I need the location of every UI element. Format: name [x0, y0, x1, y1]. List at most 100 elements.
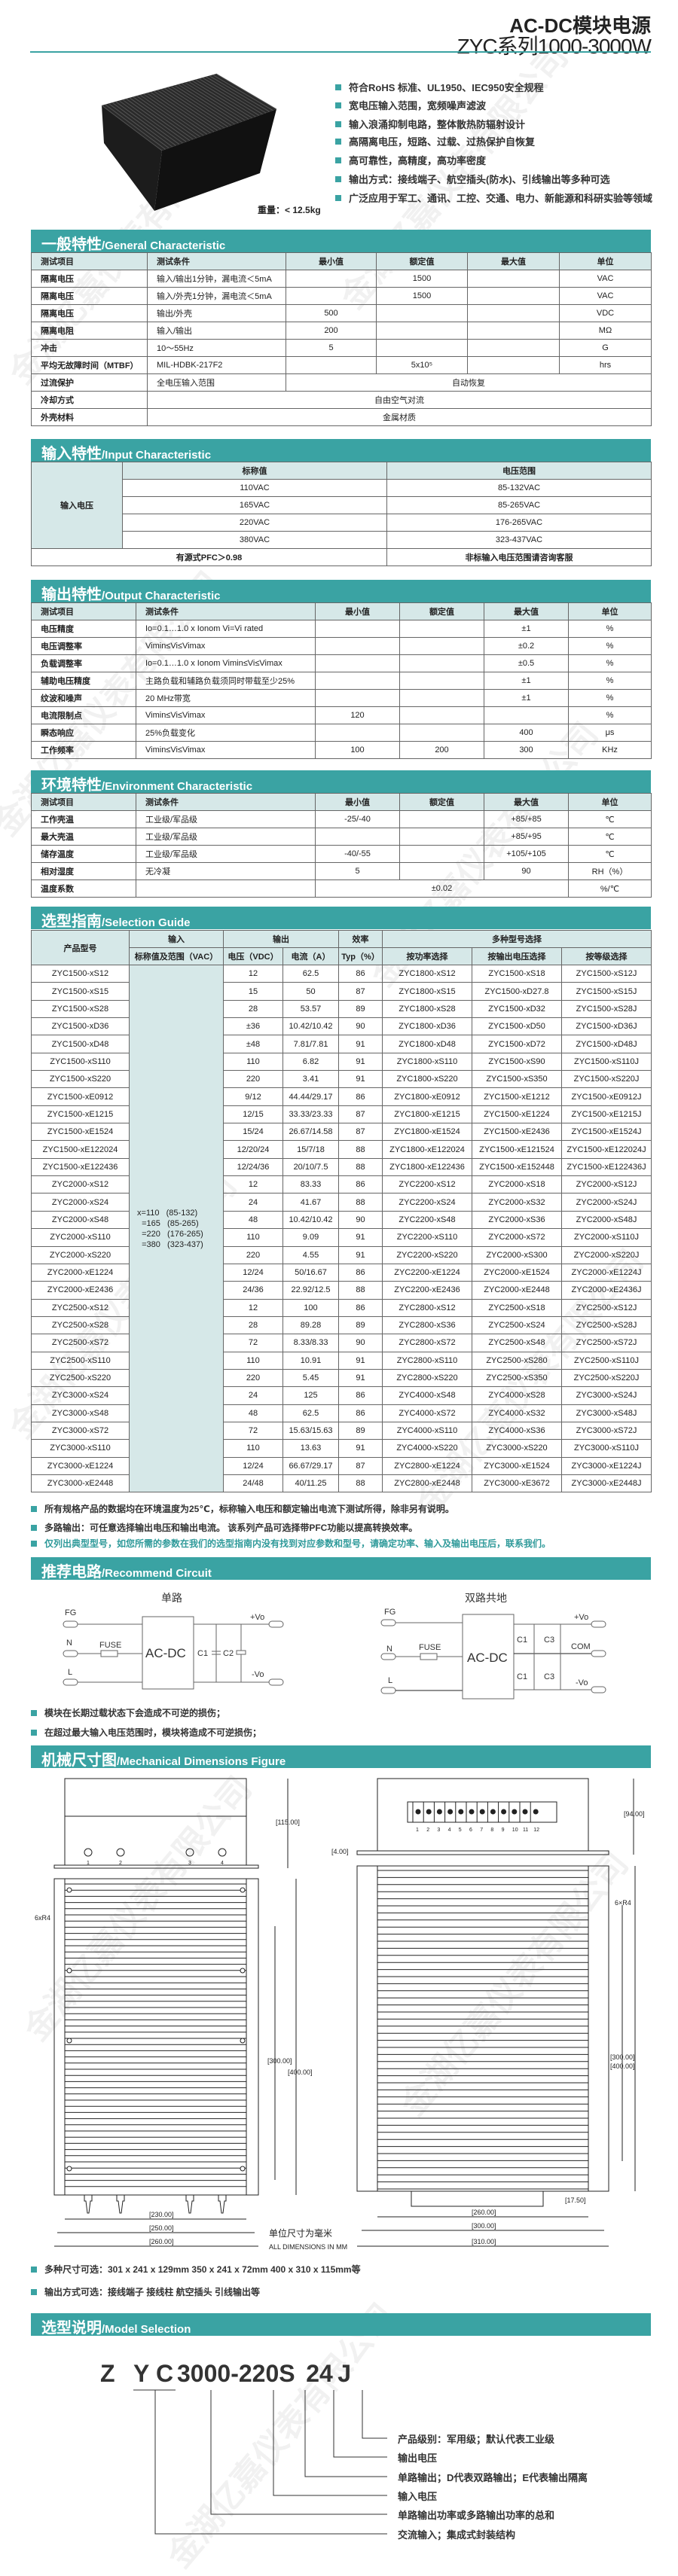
dim-plate: [4.00] [331, 1848, 349, 1855]
table-cell: % [568, 672, 652, 690]
table-cell [399, 862, 484, 880]
custom-input-note: 非标输入电压范围请咨询客服 [386, 548, 652, 566]
heatsink-fin [115, 101, 176, 146]
table-cell: 100 [315, 741, 400, 759]
table-row: ZYC1500-xD36 ±36 10.42/10.42 90 ZYC1800-xD36… [31, 1017, 652, 1036]
table-row: ZYC2000-xS48 48 10.42/10.42 90 ZYC2200-xS48 Z… [31, 1210, 652, 1230]
com-label: COM [571, 1642, 591, 1651]
column-header: Typ（%） [338, 947, 383, 965]
table-cell: ZYC1800-xD48 [382, 1035, 472, 1053]
table-cell [376, 304, 468, 322]
table-cell: ZYC2500-xS72J [560, 1334, 652, 1352]
column-header: 额定值 [399, 602, 484, 620]
heatsink-fin [129, 97, 191, 142]
fg-terminal [63, 1620, 78, 1628]
table-row: 110VAC 85-132VAC [32, 479, 652, 497]
table-cell: 86 [338, 1386, 383, 1405]
screw-icon [240, 1887, 246, 1893]
ac-dc-module-box [462, 1614, 515, 1700]
table-cell: ZYC2000-xS24J [560, 1193, 652, 1212]
heatsink-fin [153, 90, 215, 133]
table-cell: 自动恢复 [286, 373, 652, 392]
table-cell: 25%负载变化 [136, 724, 316, 742]
table-cell: ZYC1500-xE0912J [560, 1087, 652, 1106]
note-item: 多路输出：可任意选择输出电压和输出电流。 该系列产品可选择带PFC功能以提高转换… [31, 1521, 417, 1534]
model-cell: ZYC1500-xE122024 [31, 1140, 130, 1159]
table-row: ZYC2500-xS12 12 100 86 ZYC2800-xS12 ZYC2500-x… [31, 1298, 652, 1317]
vminus-terminal [591, 1686, 606, 1693]
table-cell: 86 [338, 1263, 383, 1282]
table-row: 380VAC 323-437VAC [32, 531, 652, 549]
input-characteristic-table: 输入电压 标称值 电压范围 110VAC 85-132VAC 165VAC 85-265VA… [31, 462, 652, 566]
fg-terminal [380, 1619, 396, 1626]
table-cell: 电压调整率 [31, 637, 136, 655]
table-cell: ZYC2500-xS280 [472, 1351, 562, 1370]
table-cell: ZYC2000-xS300 [472, 1245, 562, 1264]
table-row: ZYC1500-xS220 220 3.41 91 ZYC1800-xS220 ZYC15… [31, 1070, 652, 1089]
table-cell: ZYC1500-xE2436 [472, 1123, 562, 1142]
table-cell [286, 270, 377, 288]
fuse-symbol [420, 1653, 438, 1660]
terminal-screw [469, 1809, 475, 1815]
dim-width-1: [260.00] [472, 2209, 496, 2216]
table-cell: 10.91 [282, 1351, 339, 1370]
table-cell: 外壳材料 [31, 408, 148, 426]
table-row: 辅助电压精度 主路负载和辅路负载须同时带载至少25% ±1% [31, 672, 652, 690]
section-subtitle: /Environment Characteristic [102, 780, 253, 793]
note-text: 所有规格产品的数据均在环境温度为25℃，标称输入电压和额定输出电流下测试所得，除… [44, 1504, 454, 1514]
model-cell: ZYC1500-xD36 [31, 1017, 130, 1036]
heatsink-fin [150, 91, 211, 134]
feature-text: 高隔离电压，短路、过载、过热保护自恢复 [349, 136, 536, 148]
table-cell [399, 724, 484, 742]
table-cell: ZYC2200-xE1224 [382, 1263, 472, 1282]
table-row: ZYC1500-xE1215 12/15 33.33/23.33 87 ZYC1800-… [31, 1105, 652, 1124]
model-cell: ZYC2000-xS110 [31, 1228, 130, 1247]
table-cell: ZYC4000-xS48 [382, 1386, 472, 1405]
left-plan-view [53, 1878, 259, 2196]
table-row: ZYC2500-xS72 72 8.33/8.33 90 ZYC2800-xS72 ZYC… [31, 1334, 652, 1352]
table-cell: G [559, 339, 652, 357]
feature-text: 输出方式：接线端子、航空插头(防水)、引线输出等多种可选 [349, 174, 610, 185]
module-side [102, 105, 162, 211]
table-cell: ℃ [568, 810, 652, 828]
table-cell: 90 [338, 1017, 383, 1036]
table-cell [315, 828, 400, 846]
terminal-screw [479, 1809, 485, 1815]
table-cell: 110 [223, 1351, 283, 1370]
table-cell [399, 828, 484, 846]
column-header: 额定值 [376, 252, 468, 270]
screw-icon [240, 1968, 246, 1974]
column-header: 单位 [559, 252, 652, 270]
table-cell: 86 [338, 1404, 383, 1422]
heatsink-fin [205, 76, 267, 114]
table-cell: 隔离电压 [31, 270, 148, 288]
table-cell: 110 [223, 1052, 283, 1072]
table-cell: 24 [223, 1193, 283, 1212]
table-row: ZYC2500-xS110 110 10.91 91 ZYC2800-xS110 ZYC2… [31, 1351, 652, 1370]
table-cell: 7.81/7.81 [282, 1035, 339, 1053]
note-item: 模块在长期过载状态下会造成不可逆的损伤； [31, 1706, 225, 1719]
table-cell: 12/20/24 [223, 1140, 283, 1159]
table-cell: 10.42/10.42 [282, 1017, 339, 1036]
model-cell: ZYC3000-xS72 [31, 1421, 130, 1440]
table-cell: 90 [484, 862, 569, 880]
c1-label: C1 [517, 1672, 527, 1681]
table-cell: ZYC1500-xS350 [472, 1070, 562, 1089]
unit-note-en: ALL DIMENSIONS IN MM [269, 2243, 347, 2251]
table-cell [467, 270, 560, 288]
table-cell: Vimin≤Vi≤Vimax [136, 706, 316, 724]
bullet-icon [31, 1524, 37, 1531]
table-row: 过流保护 全电压输入范围 自动恢复 [31, 373, 652, 392]
table-cell: 87 [338, 982, 383, 1001]
note-item: 在超过最大输入电压范围时，模块将造成不可逆损伤； [31, 1726, 261, 1739]
model-cell: ZYC2000-xS48 [31, 1210, 130, 1230]
model-label-output-voltage: 输出电压 [398, 2453, 438, 2464]
table-cell: ZYC2000-xS48J [560, 1210, 652, 1230]
model-cell: ZYC1500-xS220 [31, 1070, 130, 1089]
table-cell: 20 MHz带宽 [136, 689, 316, 707]
note-item: 多种尺寸可选：301 x 241 x 129mm 350 x 241 x 72m… [31, 2263, 361, 2276]
dim-radius: 6×R4 [615, 1899, 631, 1907]
heatsink-fin [133, 96, 194, 140]
table-cell: 电流限制点 [31, 706, 136, 724]
table-cell: ZYC2200-xS220 [382, 1245, 472, 1264]
